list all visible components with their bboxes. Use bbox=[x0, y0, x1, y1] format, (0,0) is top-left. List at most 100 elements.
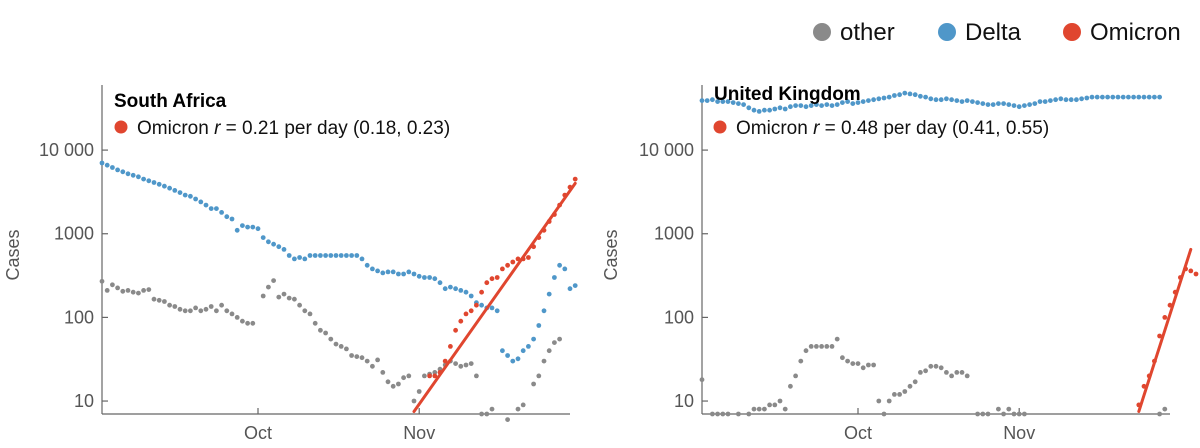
data-point bbox=[442, 286, 448, 292]
data-point bbox=[375, 357, 380, 363]
data-point bbox=[762, 107, 767, 113]
data-point bbox=[1006, 406, 1012, 412]
data-point bbox=[182, 308, 188, 314]
legend-marker-other bbox=[813, 23, 831, 41]
data-point bbox=[125, 171, 131, 177]
data-point bbox=[380, 370, 386, 375]
y-tick-label: 10 bbox=[74, 391, 94, 411]
data-point bbox=[167, 302, 173, 308]
data-point bbox=[203, 202, 209, 208]
data-point bbox=[323, 253, 328, 258]
data-point bbox=[468, 308, 474, 314]
data-point bbox=[1141, 94, 1147, 100]
annotation-text: Omicron r = 0.21 per day (0.18, 0.23) bbox=[137, 118, 450, 139]
data-point bbox=[432, 373, 438, 379]
data-point bbox=[767, 107, 772, 113]
data-point bbox=[458, 288, 464, 293]
data-point bbox=[1006, 102, 1012, 107]
data-point bbox=[104, 288, 110, 293]
data-point bbox=[751, 107, 757, 113]
data-point bbox=[964, 98, 970, 103]
axes: 10 100 1000 10 000 Oct Nov bbox=[39, 85, 570, 443]
y-tick-label: 1000 bbox=[54, 224, 94, 244]
data-point bbox=[380, 270, 386, 276]
data-point bbox=[798, 358, 804, 364]
data-point bbox=[396, 271, 401, 277]
omicron-fit-line bbox=[412, 181, 577, 413]
data-point bbox=[146, 178, 152, 184]
data-point bbox=[130, 172, 136, 178]
data-point bbox=[928, 363, 934, 369]
data-point bbox=[938, 97, 944, 103]
data-point bbox=[881, 95, 887, 101]
data-point bbox=[416, 273, 422, 279]
data-point bbox=[1058, 96, 1064, 102]
data-point bbox=[520, 348, 526, 354]
data-point bbox=[996, 101, 1001, 106]
data-point bbox=[876, 96, 882, 102]
annotation-marker bbox=[114, 120, 128, 134]
data-point bbox=[985, 411, 991, 417]
data-point bbox=[224, 214, 230, 220]
data-point bbox=[1131, 94, 1136, 100]
data-point bbox=[401, 375, 406, 381]
data-point bbox=[500, 348, 505, 354]
data-point bbox=[1089, 94, 1095, 100]
data-point bbox=[136, 290, 141, 296]
data-point bbox=[933, 363, 939, 369]
data-point bbox=[746, 411, 752, 417]
legend-label-other: other bbox=[840, 19, 895, 46]
data-point bbox=[411, 398, 417, 404]
series-delta bbox=[99, 160, 578, 364]
data-point bbox=[276, 294, 282, 300]
data-point bbox=[933, 97, 939, 103]
data-point bbox=[375, 268, 380, 274]
data-point bbox=[468, 361, 474, 366]
data-point bbox=[250, 224, 256, 230]
data-point bbox=[912, 379, 918, 385]
data-point bbox=[892, 93, 897, 98]
data-point bbox=[824, 102, 830, 107]
omicron-fit-line bbox=[1137, 247, 1193, 413]
annotation-prefix: Omicron bbox=[137, 118, 214, 139]
data-point bbox=[318, 253, 323, 258]
data-point bbox=[510, 358, 516, 364]
data-point bbox=[736, 411, 741, 417]
data-point bbox=[463, 311, 469, 317]
data-point bbox=[959, 99, 965, 104]
data-point bbox=[458, 318, 464, 324]
data-point bbox=[840, 355, 845, 361]
data-point bbox=[302, 308, 308, 314]
data-point bbox=[1193, 271, 1199, 277]
data-point bbox=[208, 304, 214, 309]
data-point bbox=[141, 176, 147, 182]
annotation-symbol: r bbox=[813, 118, 820, 139]
data-point bbox=[1022, 411, 1027, 417]
data-point bbox=[892, 392, 897, 397]
data-point bbox=[422, 275, 427, 280]
data-point bbox=[736, 101, 741, 106]
data-point bbox=[110, 282, 115, 288]
data-point bbox=[866, 362, 871, 368]
data-point bbox=[756, 406, 762, 412]
data-point bbox=[162, 183, 167, 189]
data-point bbox=[567, 286, 573, 292]
data-point bbox=[458, 363, 464, 369]
data-point bbox=[354, 253, 360, 258]
data-point bbox=[136, 174, 141, 180]
data-point bbox=[1001, 101, 1006, 106]
data-point bbox=[219, 302, 225, 308]
data-point bbox=[829, 344, 835, 349]
data-point bbox=[396, 381, 401, 387]
panel-title: South Africa bbox=[114, 91, 227, 112]
series-delta bbox=[699, 90, 1162, 114]
data-point bbox=[271, 241, 276, 247]
data-point bbox=[453, 327, 458, 333]
data-point bbox=[923, 368, 928, 374]
data-point bbox=[562, 266, 568, 272]
data-point bbox=[840, 100, 845, 105]
data-point bbox=[944, 370, 949, 375]
data-point bbox=[1011, 103, 1017, 108]
data-point bbox=[349, 353, 354, 358]
